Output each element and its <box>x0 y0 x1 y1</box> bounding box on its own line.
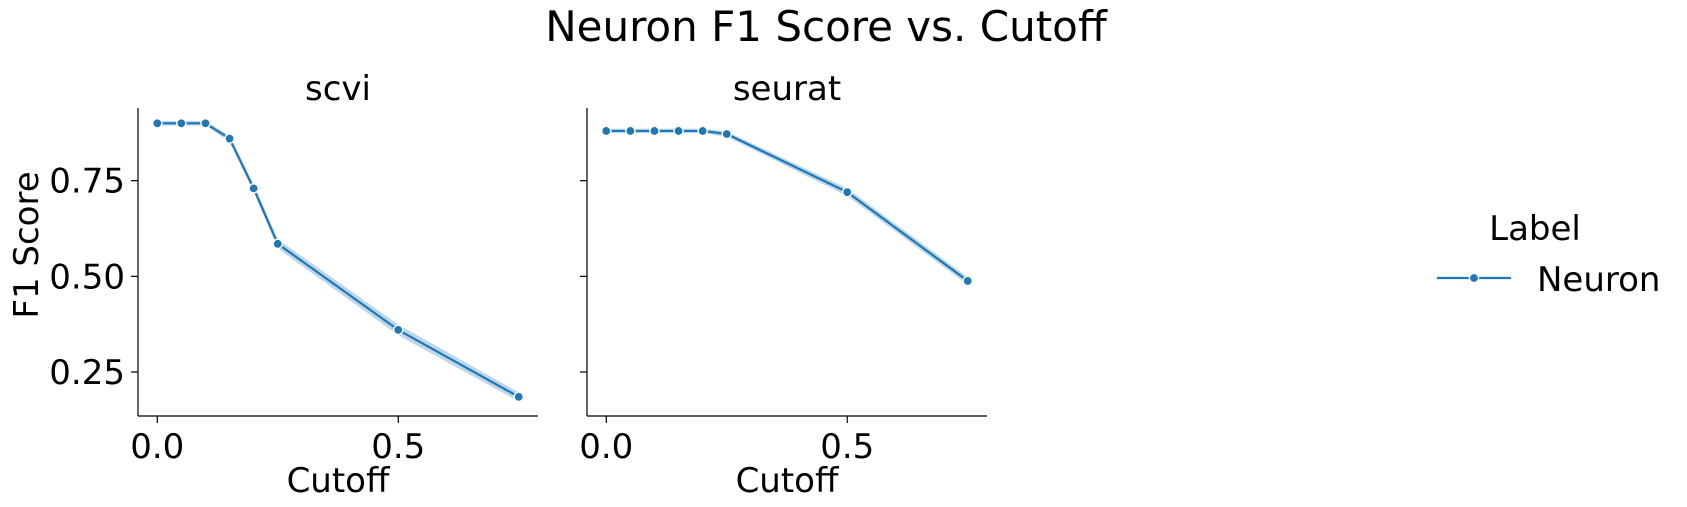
y-tick-label: 0.75 <box>49 162 125 202</box>
chart-title: Neuron F1 Score vs. Cutoff <box>545 2 1108 51</box>
y-tick-label: 0.50 <box>49 257 125 297</box>
x-axis-label: Cutoff <box>287 461 391 501</box>
data-point <box>649 125 660 137</box>
data-point <box>513 391 525 403</box>
panel-title: seurat <box>733 69 841 109</box>
data-point <box>248 183 259 194</box>
data-point <box>176 118 187 129</box>
y-axis-label: F1 Score <box>7 171 47 318</box>
legend-marker-swatch <box>1468 272 1480 284</box>
data-point <box>841 186 853 198</box>
panel-title: scvi <box>305 69 371 109</box>
data-point <box>224 133 235 144</box>
y-tick-label: 0.25 <box>49 353 125 393</box>
data-point <box>721 128 733 140</box>
data-point <box>673 125 684 137</box>
series-line-neuron <box>606 129 969 282</box>
legend-title: Label <box>1489 209 1581 249</box>
data-point <box>600 125 612 137</box>
legend-entry-neuron: Neuron <box>1537 260 1660 300</box>
x-tick-label: 0.0 <box>579 427 633 467</box>
data-point <box>392 324 404 336</box>
data-point <box>200 118 211 129</box>
x-tick-label: 0.0 <box>130 427 184 467</box>
data-point <box>272 238 284 250</box>
data-point <box>697 125 708 137</box>
series-line-neuron <box>157 122 520 398</box>
data-point <box>151 118 163 129</box>
series-band-neuron <box>157 121 519 402</box>
x-axis-label: Cutoff <box>736 461 840 501</box>
data-point <box>625 125 636 137</box>
x-tick-label: 0.5 <box>820 427 874 467</box>
data-point <box>962 275 974 287</box>
series-band-neuron <box>606 128 968 285</box>
x-tick-label: 0.5 <box>371 427 425 467</box>
legend: Label Neuron <box>1437 209 1660 300</box>
